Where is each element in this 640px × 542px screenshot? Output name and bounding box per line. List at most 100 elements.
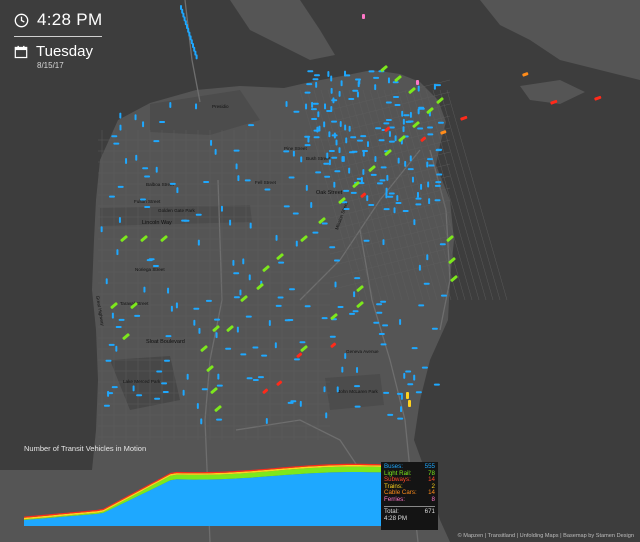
vehicle-marker <box>165 335 172 338</box>
vehicle-marker <box>125 157 128 164</box>
vehicle-marker <box>189 35 192 41</box>
vehicle-marker <box>380 300 387 303</box>
vehicle-marker <box>338 147 341 154</box>
vehicle-marker <box>330 342 337 348</box>
label-geneva: Geneva Avenue <box>346 349 379 354</box>
vehicle-marker <box>111 312 114 319</box>
vehicle-marker <box>417 127 424 130</box>
vehicle-marker <box>312 78 319 81</box>
vehicle-marker <box>245 315 252 318</box>
vehicle-marker <box>299 341 306 344</box>
vehicle-marker <box>310 108 317 111</box>
vehicle-marker <box>116 249 119 256</box>
vehicle-marker <box>411 347 418 350</box>
vehicle-marker <box>439 243 446 246</box>
label-pine: Pine Street <box>284 146 307 151</box>
vehicle-marker <box>339 121 342 128</box>
chart-area-layer <box>24 466 384 520</box>
vehicle-marker <box>408 87 416 94</box>
vehicle-marker <box>304 144 311 147</box>
vehicle-marker <box>420 183 423 190</box>
vehicle-marker <box>341 366 344 373</box>
vehicle-marker <box>312 102 319 105</box>
vehicle-marker <box>334 170 341 173</box>
vehicle-marker <box>423 282 430 285</box>
vehicle-marker <box>313 129 320 132</box>
vehicle-marker <box>214 318 221 321</box>
vehicle-marker <box>362 150 365 157</box>
vehicle-marker <box>186 373 189 380</box>
vehicle-marker <box>275 234 278 241</box>
vehicle-marker <box>404 160 407 167</box>
vehicle-marker <box>357 81 360 88</box>
vehicle-marker <box>338 197 346 204</box>
vehicle-marker <box>195 54 198 60</box>
label-lincoln: Lincoln Way <box>142 220 172 226</box>
vehicle-marker <box>276 380 283 386</box>
vehicle-marker <box>159 120 166 123</box>
vehicle-marker <box>416 80 419 85</box>
vehicle-marker <box>406 392 409 399</box>
vehicle-marker <box>348 167 351 174</box>
vehicle-marker <box>100 226 103 233</box>
chart-title: Number of Transit Vehicles in Motion <box>24 444 147 453</box>
vehicle-marker <box>283 150 290 153</box>
vehicle-marker <box>288 176 295 179</box>
vehicle-marker <box>142 121 145 128</box>
vehicle-marker <box>216 418 223 421</box>
vehicle-marker <box>122 333 130 340</box>
legend-total-value: 671 <box>424 507 435 515</box>
vehicle-marker <box>446 235 454 242</box>
vehicle-marker <box>144 175 151 178</box>
vehicle-marker <box>409 111 412 118</box>
vehicle-marker <box>304 305 311 308</box>
vehicle-marker <box>285 100 288 107</box>
label-presidio: Presidio <box>212 104 229 109</box>
vehicle-marker <box>196 403 199 410</box>
calendar-icon <box>14 45 28 58</box>
vehicle-marker <box>380 166 387 169</box>
legend-label: Light Rail: <box>384 469 412 477</box>
vehicle-marker <box>330 105 333 112</box>
label-fulton: Fulton Street <box>134 199 161 204</box>
vehicle-marker <box>350 191 357 194</box>
vehicle-marker <box>176 187 179 194</box>
vehicle-marker <box>399 318 402 325</box>
vehicle-marker <box>378 332 385 335</box>
vehicle-marker <box>388 131 391 138</box>
vehicle-marker <box>426 161 429 168</box>
legend-row: Buses: 555 <box>384 463 435 471</box>
vehicle-marker <box>433 383 440 386</box>
vehicle-marker <box>313 74 320 77</box>
vehicle-marker <box>318 217 326 224</box>
vehicle-marker <box>392 81 399 84</box>
vehicle-marker <box>356 139 363 142</box>
vehicle-marker <box>184 20 187 26</box>
vehicle-marker <box>436 148 443 151</box>
vehicle-marker <box>383 391 390 394</box>
vehicle-marker <box>394 75 402 82</box>
vehicle-marker <box>360 135 367 138</box>
vehicle-marker <box>180 5 182 10</box>
vehicle-marker <box>374 155 377 162</box>
lake-merced <box>110 356 180 410</box>
label-great-highway: Great Highway <box>95 295 105 326</box>
legend-row: Cable Cars: 14 <box>384 490 435 497</box>
current-day: Tuesday <box>36 43 93 60</box>
vehicle-marker <box>366 141 369 148</box>
legend-label: Trains: <box>384 482 403 490</box>
vehicle-marker <box>169 102 172 109</box>
vehicle-marker <box>105 278 108 285</box>
vehicle-marker <box>333 259 340 262</box>
legend-row: Ferries: 8 <box>384 496 435 504</box>
vehicle-marker <box>323 386 326 393</box>
vehicle-marker <box>440 294 447 297</box>
vehicle-marker <box>194 50 197 56</box>
vehicle-marker <box>356 91 359 98</box>
legend-value: 14 <box>428 476 435 484</box>
vehicle-marker <box>283 205 290 208</box>
vehicle-marker <box>385 101 392 104</box>
vehicle-marker <box>264 188 271 191</box>
